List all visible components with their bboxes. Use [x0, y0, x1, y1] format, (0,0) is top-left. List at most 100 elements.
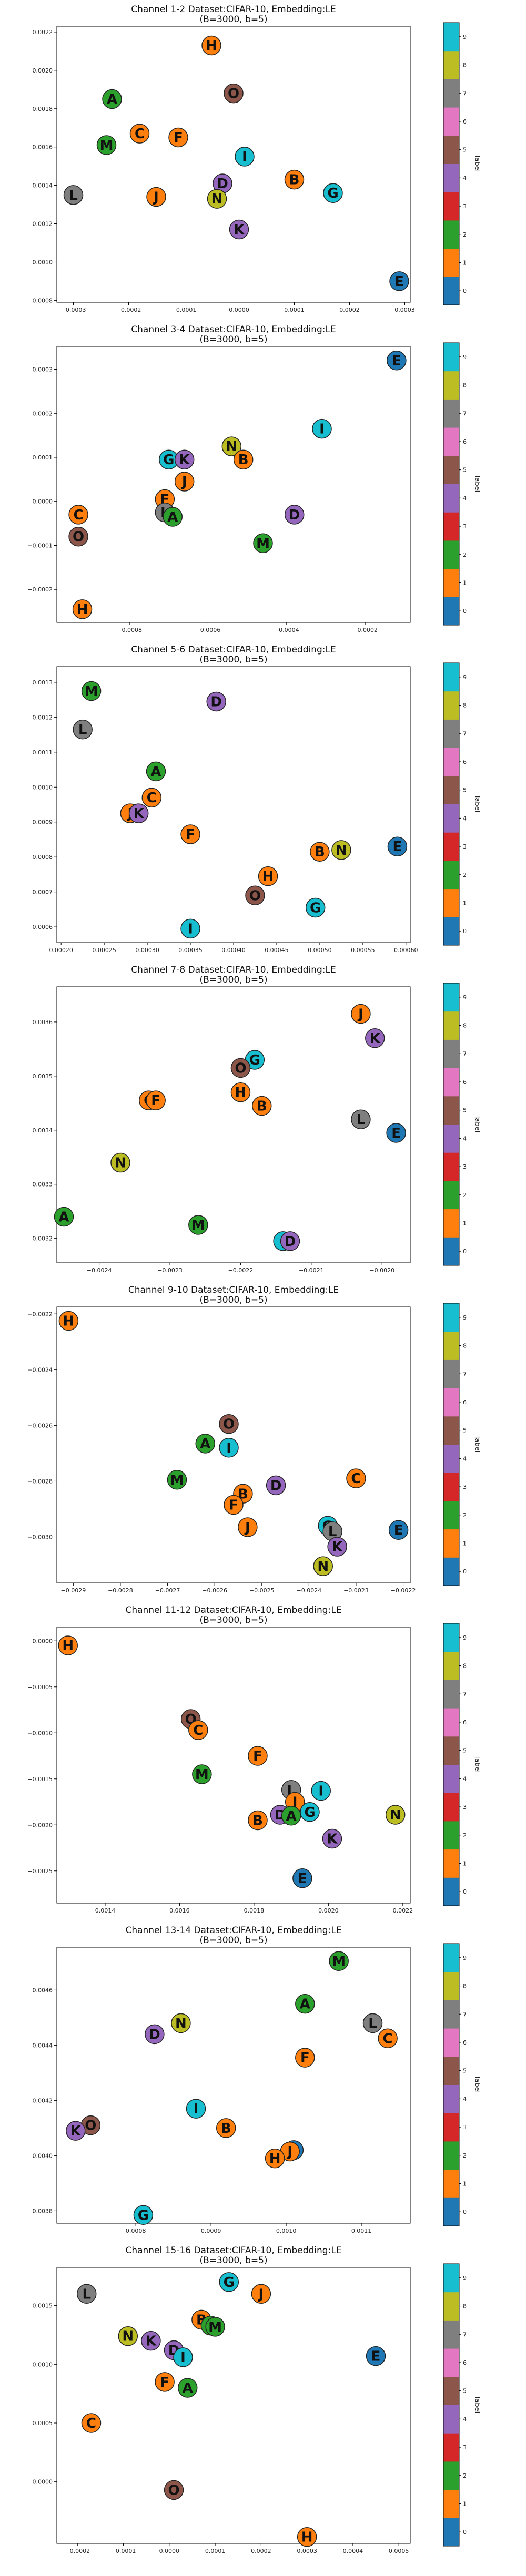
point-label: J — [286, 2144, 292, 2160]
colorbar-segment — [443, 1651, 459, 1680]
point-marker — [312, 418, 332, 439]
point-marker — [68, 505, 88, 525]
point-label: C — [74, 507, 84, 523]
x-tick-label: −0.0021 — [299, 1267, 324, 1274]
colorbar-tick-label: 1 — [463, 899, 467, 906]
colorbar-tick-label: 0 — [463, 1568, 467, 1575]
point-marker — [54, 1207, 74, 1227]
point-label: E — [391, 1126, 401, 1141]
point-label: H — [63, 1314, 75, 1330]
colorbar-tick-label: 6 — [463, 118, 467, 125]
data-point: O — [80, 2115, 101, 2135]
y-tick-label: 0.0012 — [33, 714, 53, 721]
y-tick-label: 0.0010 — [33, 2361, 53, 2368]
colorbar-segment — [443, 917, 459, 946]
y-tick-label: 0.0000 — [33, 1638, 53, 1644]
point-marker — [387, 351, 407, 371]
data-point: F — [155, 2372, 175, 2392]
point-marker — [146, 1090, 166, 1110]
x-tick-label: −0.0025 — [249, 1587, 275, 1594]
point-label: F — [300, 2050, 310, 2066]
data-point: M — [81, 681, 102, 701]
colorbar-tick-label: 3 — [463, 1804, 467, 1811]
point-label: F — [151, 1093, 160, 1109]
point-marker — [280, 1231, 300, 1251]
point-marker — [164, 2480, 184, 2500]
data-point: K — [322, 1828, 342, 1849]
y-tick-label: 0.0018 — [33, 106, 53, 113]
point-marker — [207, 189, 227, 209]
y-tick-label: −0.0024 — [27, 1366, 53, 1373]
colorbar-tick-label: 0 — [463, 288, 467, 294]
point-marker — [266, 1475, 286, 1496]
point-label: A — [286, 1808, 297, 1824]
chart-title: (B=3000, b=5) — [199, 975, 267, 985]
x-tick-label: −0.0022 — [391, 1587, 416, 1594]
point-marker — [265, 2148, 285, 2169]
data-point: H — [201, 35, 221, 56]
data-point: J — [351, 1004, 371, 1024]
y-tick-label: −0.0002 — [27, 586, 53, 593]
point-label: F — [174, 130, 183, 146]
data-point: L — [322, 1521, 342, 1541]
point-label: N — [211, 191, 223, 207]
x-tick-label: 0.00025 — [92, 947, 116, 954]
y-tick-label: −0.0010 — [27, 1730, 53, 1736]
point-marker — [219, 1414, 239, 1434]
colorbar-segment — [443, 512, 459, 541]
colorbar-tick-label: 6 — [463, 1399, 467, 1406]
colorbar-label: label — [473, 2077, 481, 2093]
point-marker — [248, 1810, 268, 1831]
data-point: H — [258, 866, 278, 886]
colorbar-tick-label: 9 — [463, 1314, 467, 1321]
point-marker — [258, 866, 278, 886]
data-point: H — [58, 1311, 79, 1331]
colorbar-segment — [443, 1557, 459, 1586]
data-point: H — [72, 599, 93, 619]
colorbar-segment — [443, 1764, 459, 1793]
point-label: J — [291, 1795, 298, 1811]
colorbar-segment — [443, 1039, 459, 1068]
point-marker — [65, 2121, 86, 2141]
point-label: E — [394, 1522, 403, 1538]
point-label: O — [168, 2482, 179, 2498]
colorbar: 0 1 2 3 4 5 6 7 8 9 label — [443, 1623, 481, 1906]
colorbar-tick-label: 8 — [463, 702, 467, 709]
point-label: L — [69, 188, 78, 203]
point-label: L — [368, 2016, 377, 2031]
colorbar-tick-label: 0 — [463, 928, 467, 935]
x-tick-label: −0.0006 — [196, 627, 221, 633]
colorbar-segment — [443, 2028, 459, 2057]
data-point: I — [173, 2347, 193, 2367]
x-tick-label: −0.0020 — [369, 1267, 394, 1274]
point-label: K — [134, 806, 145, 822]
colorbar-tick-label: 5 — [463, 147, 467, 154]
point-marker — [177, 2378, 198, 2398]
point-marker — [310, 842, 330, 862]
data-point: D — [280, 1231, 300, 1251]
point-label: N — [226, 439, 237, 455]
colorbar-segment — [443, 135, 459, 164]
colorbar-segment — [443, 1011, 459, 1040]
point-label: F — [229, 1498, 238, 1514]
data-point: E — [389, 271, 409, 291]
colorbar-segment — [443, 983, 459, 1012]
point-marker — [216, 2118, 236, 2138]
colorbar-segment — [443, 748, 459, 776]
colorbar-segment — [443, 719, 459, 748]
x-tick-label: −0.0029 — [61, 1587, 86, 1594]
colorbar-tick-label: 7 — [463, 410, 467, 417]
colorbar-segment — [443, 399, 459, 428]
point-marker — [72, 599, 93, 619]
x-tick-label: −0.0002 — [65, 2548, 90, 2554]
point-marker — [221, 436, 242, 456]
colorbar-tick-label: 9 — [463, 674, 467, 681]
point-marker — [141, 2330, 161, 2351]
point-marker — [251, 2284, 271, 2304]
colorbar-tick-label: 3 — [463, 843, 467, 850]
point-marker — [238, 1517, 258, 1537]
point-marker — [230, 1082, 251, 1102]
data-point: C — [141, 788, 162, 807]
y-tick-label: 0.0008 — [33, 297, 53, 304]
colorbar-tick-label: 8 — [463, 1983, 467, 1990]
